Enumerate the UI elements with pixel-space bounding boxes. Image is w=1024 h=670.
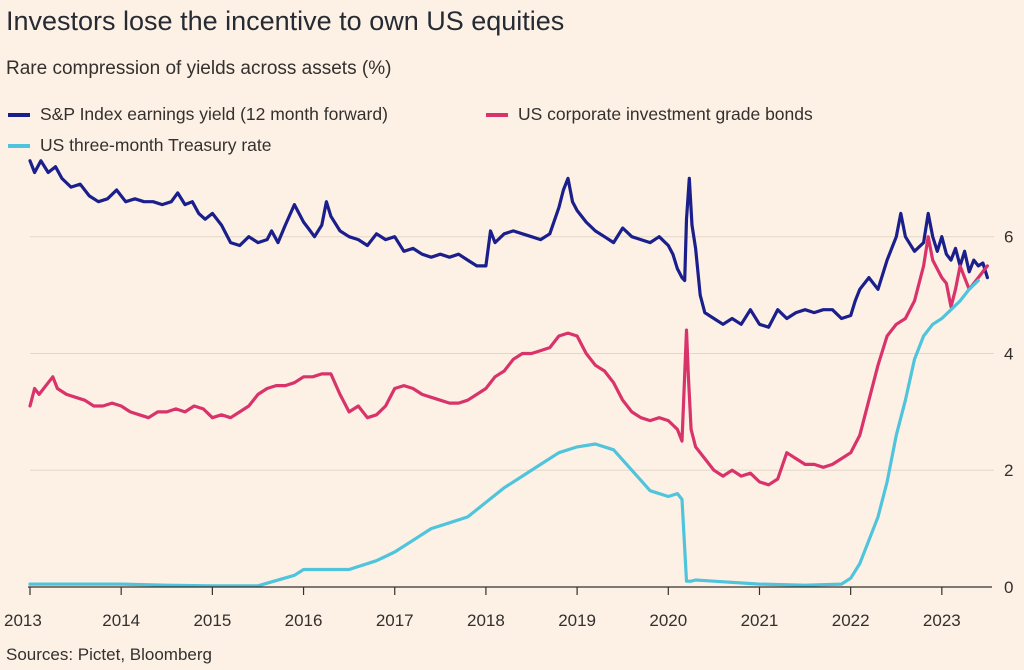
- x-tick-label-2015: 2015: [193, 611, 231, 630]
- legend-label-ig: US corporate investment grade bonds: [518, 104, 813, 124]
- legend-swatch-tbill: [8, 143, 30, 148]
- x-tick-label-2023: 2023: [923, 611, 961, 630]
- series-line-sp: [28, 159, 990, 329]
- chart-subtitle: Rare compression of yields across assets…: [6, 58, 392, 79]
- x-tick-label-2014: 2014: [102, 611, 140, 630]
- x-tick-label-2021: 2021: [741, 611, 779, 630]
- legend-item-tbill: US three-month Treasury rate: [8, 135, 271, 156]
- legend-item-sp: S&P Index earnings yield (12 month forwa…: [8, 104, 388, 125]
- legend-swatch-ig: [486, 112, 508, 117]
- x-tick-label-2018: 2018: [467, 611, 505, 630]
- y-tick-label-0: 0: [1004, 578, 1013, 597]
- legend-label-tbill: US three-month Treasury rate: [40, 135, 272, 155]
- x-tick-label-2016: 2016: [285, 611, 323, 630]
- legend-label-sp: S&P Index earnings yield (12 month forwa…: [40, 104, 388, 124]
- y-tick-label-6: 6: [1004, 228, 1013, 247]
- y-tick-label-4: 4: [1004, 344, 1013, 363]
- legend-swatch-sp: [8, 112, 30, 117]
- source-note: Sources: Pictet, Bloomberg: [6, 645, 212, 664]
- series-line-tbill: [28, 278, 980, 588]
- x-tick-label-2017: 2017: [376, 611, 414, 630]
- x-tick-label-2022: 2022: [832, 611, 870, 630]
- y-tick-label-2: 2: [1004, 461, 1013, 480]
- x-tick-label-2020: 2020: [649, 611, 687, 630]
- legend-item-ig: US corporate investment grade bonds: [486, 104, 813, 125]
- series-line-ig: [28, 235, 990, 487]
- x-tick-label-2019: 2019: [558, 611, 596, 630]
- chart-title: Investors lose the incentive to own US e…: [6, 6, 565, 36]
- x-tick-label-2013: 2013: [4, 611, 42, 630]
